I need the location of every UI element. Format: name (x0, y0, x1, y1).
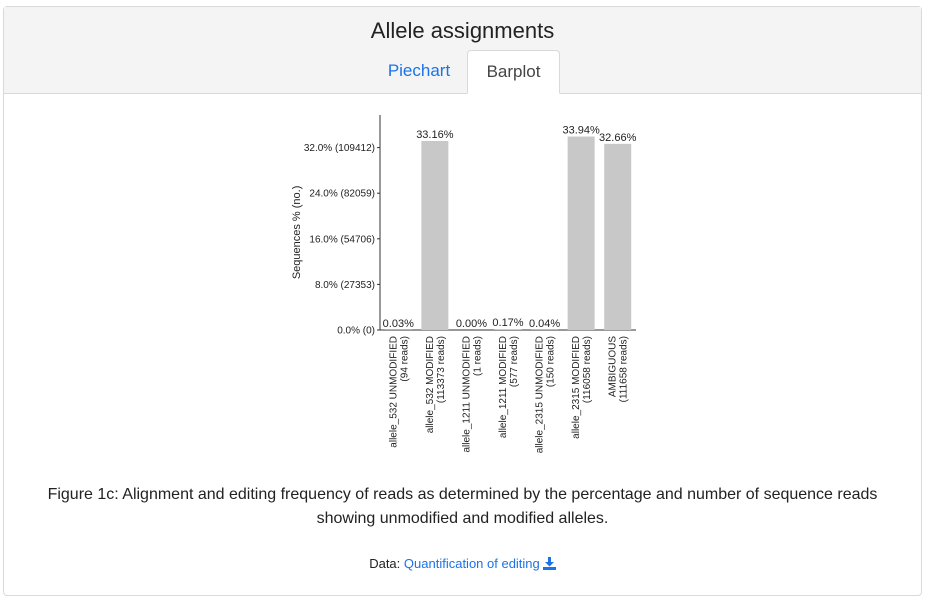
x-tick-label: allele_2315 UNMODIFIED (150 reads) (535, 336, 557, 453)
tab-bar: Piechart Barplot (4, 50, 921, 94)
x-tick-label: allele_532 UNMODIFIED (94 reads) (388, 336, 410, 448)
x-tick-label-line: (113373 reads) (436, 336, 447, 403)
x-tick-label: AMBIGUOUS (111658 reads) (608, 336, 630, 403)
x-tick-label-line: AMBIGUOUS (608, 336, 619, 397)
x-tick-label-line: (577 reads) (509, 336, 520, 387)
bar-value-label: 0.00% (456, 318, 487, 330)
bar-value-label: 33.16% (416, 129, 454, 141)
x-tick-label: allele_532 MODIFIED (113373 reads) (425, 336, 447, 433)
bar (604, 143, 632, 330)
bar-value-label: 32.66% (599, 132, 637, 144)
y-tick-label: 8.0% (27353) (315, 280, 375, 291)
y-tick-label: 32.0% (109412) (304, 143, 375, 154)
x-tick-label-line: (94 reads) (399, 336, 410, 382)
quantification-download-link[interactable]: Quantification of editing (404, 556, 556, 571)
bar-value-label: 0.04% (529, 318, 560, 330)
bar-value-label: 0.03% (383, 318, 414, 330)
bar (494, 329, 522, 330)
x-tick-label: allele_1211 MODIFIED (577 reads) (498, 336, 520, 438)
allele-assignments-card: Allele assignments Piechart Barplot 0.0%… (3, 6, 922, 596)
y-tick-label: 0.0% (0) (337, 326, 375, 337)
x-tick-label-line: allele_2315 MODIFIED (571, 336, 582, 439)
card-header: Allele assignments Piechart Barplot (4, 7, 921, 94)
x-tick-label-line: (1 reads) (472, 336, 483, 376)
x-tick-label-line: allele_1211 UNMODIFIED (461, 336, 472, 453)
y-tick-label: 24.0% (82059) (309, 189, 375, 200)
y-tick-label: 16.0% (54706) (309, 234, 375, 245)
download-icon (542, 557, 556, 573)
tab-piechart[interactable]: Piechart (387, 61, 451, 80)
tab-barplot[interactable]: Barplot (467, 50, 560, 94)
bar-value-label: 0.17% (492, 317, 523, 329)
data-prefix: Data: (369, 556, 401, 571)
data-link-label: Quantification of editing (403, 556, 540, 571)
card-title: Allele assignments (370, 18, 555, 43)
x-tick-label-line: (116058 reads) (582, 336, 593, 403)
x-tick-label-line: allele_1211 MODIFIED (498, 336, 509, 438)
x-tick-label-line: (111658 reads) (619, 336, 630, 402)
bar-value-label: 33.94% (562, 125, 600, 137)
x-tick-label: allele_2315 MODIFIED (116058 reads) (571, 336, 593, 439)
bar (421, 140, 449, 330)
x-tick-label-line: allele_532 MODIFIED (425, 336, 436, 433)
y-axis-label: Sequences % (no.) (291, 186, 303, 280)
x-tick-label-line: allele_532 UNMODIFIED (388, 336, 399, 448)
data-download-line: Data: Quantification of editing (4, 556, 921, 573)
barplot-chart: 0.0% (0) 8.0% (27353) 16.0% (54706) 24.0% (… (291, 115, 637, 453)
bar (567, 136, 595, 330)
x-tick-label-line: allele_2315 UNMODIFIED (535, 336, 546, 453)
barplot-container: 0.0% (0) 8.0% (27353) 16.0% (54706) 24.0% (… (4, 93, 921, 473)
x-tick-label: allele_1211 UNMODIFIED (1 reads) (461, 336, 483, 453)
x-tick-label-line: (150 reads) (546, 336, 557, 387)
figure-caption: Figure 1c: Alignment and editing frequen… (47, 486, 878, 527)
